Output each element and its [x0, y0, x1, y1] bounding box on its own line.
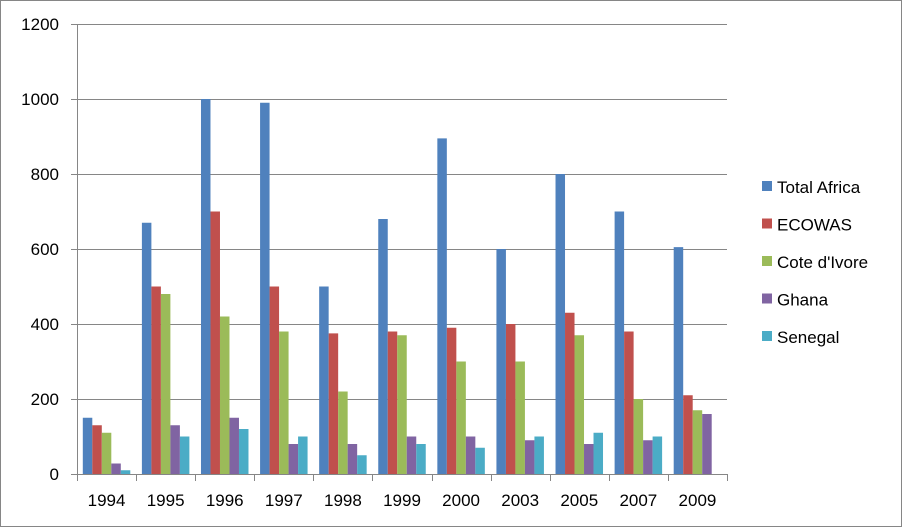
bar-total-africa-2003: [496, 249, 506, 474]
bar-cote-d-ivore-2003: [515, 361, 525, 474]
x-tick-label: 2005: [560, 491, 598, 510]
bar-ghana-2007: [643, 440, 653, 474]
bar-cote-d-ivore-1998: [338, 391, 348, 474]
x-tick-label: 2000: [442, 491, 480, 510]
legend-label: Total Africa: [777, 178, 861, 197]
bar-ghana-1999: [406, 436, 417, 474]
x-tick-label: 1999: [383, 491, 421, 510]
x-tick-label: 2003: [501, 491, 539, 510]
bar-total-africa-1994: [82, 417, 93, 474]
x-tick-label: 1994: [88, 491, 126, 510]
x-tick-label: 1997: [265, 491, 303, 510]
bar-senegal-2003: [534, 436, 544, 474]
bar-cote-d-ivore-2009: [692, 410, 703, 474]
bar-ghana-2003: [524, 440, 535, 474]
legend: Total Africa ECOWAS Cote d'Ivore Ghana Seneg…: [762, 178, 868, 347]
legend-item: Total Africa: [762, 178, 861, 197]
legend-swatch: [762, 331, 772, 341]
bar-senegal-2005: [593, 432, 604, 474]
bar-cote-d-ivore-2000: [456, 361, 466, 474]
bar-total-africa-2007: [614, 211, 625, 474]
x-tick-label: 2007: [619, 491, 657, 510]
legend-item: ECOWAS: [762, 216, 852, 235]
axes: [71, 24, 728, 481]
bar-total-africa-2005: [555, 174, 566, 474]
y-tick-label: 800: [31, 165, 59, 184]
bar-ghana-1995: [170, 425, 180, 474]
bar-senegal-1997: [298, 436, 308, 474]
bar-total-africa-2009: [673, 247, 684, 475]
legend-swatch: [762, 181, 772, 191]
bar-senegal-1996: [238, 429, 249, 474]
legend-label: Ghana: [777, 291, 829, 310]
bars: [82, 99, 712, 475]
bar-ecowas-2009: [683, 395, 693, 474]
x-tick-label: 1996: [206, 491, 244, 510]
bar-ecowas-2005: [565, 312, 575, 474]
bar-total-africa-1998: [319, 286, 329, 474]
legend-item: Ghana: [762, 291, 829, 310]
y-tick-label: 1200: [21, 15, 59, 34]
bar-senegal-1999: [416, 444, 426, 474]
y-axis-ticks: 0 200 400 600 800 1000 1200: [21, 15, 59, 484]
bar-ghana-1994: [111, 463, 121, 474]
legend-swatch: [762, 256, 772, 266]
bar-ghana-1996: [229, 417, 239, 474]
y-tick-label: 600: [31, 240, 59, 259]
bar-ghana-2009: [702, 414, 712, 474]
bar-total-africa-1995: [141, 222, 152, 474]
bar-ghana-1998: [347, 444, 358, 474]
bar-ghana-2000: [465, 436, 476, 474]
legend-label: Cote d'Ivore: [777, 253, 868, 272]
bar-ecowas-1994: [92, 425, 102, 474]
bar-ecowas-1997: [269, 286, 280, 474]
bar-ecowas-1998: [328, 333, 339, 475]
bar-cote-d-ivore-1995: [160, 294, 171, 474]
bar-senegal-1998: [357, 455, 367, 474]
bar-senegal-2007: [652, 436, 663, 474]
bar-cote-d-ivore-2005: [574, 335, 585, 474]
legend-label: ECOWAS: [777, 216, 852, 235]
x-axis-ticks: 1994 1995 1996 1997 1998 1999 2000 2003 2005 2007…: [88, 491, 717, 510]
bar-ecowas-2000: [446, 327, 457, 474]
legend-item: Senegal: [762, 328, 839, 347]
legend-swatch: [762, 293, 772, 304]
legend-label: Senegal: [777, 328, 839, 347]
bar-total-africa-2000: [437, 138, 447, 475]
bar-cote-d-ivore-2007: [633, 399, 644, 474]
bar-cote-d-ivore-1999: [397, 335, 407, 474]
y-tick-label: 1000: [21, 90, 59, 109]
bar-total-africa-1996: [200, 99, 211, 474]
bar-ecowas-2007: [624, 331, 634, 474]
bar-cote-d-ivore-1994: [101, 432, 112, 474]
bar-ecowas-1995: [151, 286, 161, 474]
bar-ghana-1997: [288, 444, 299, 474]
bar-total-africa-1999: [378, 219, 388, 474]
bar-cote-d-ivore-1996: [219, 316, 230, 474]
legend-swatch: [762, 218, 772, 229]
bar-ecowas-1999: [387, 331, 398, 474]
bar-total-africa-1997: [260, 102, 270, 474]
x-tick-label: 2009: [679, 491, 717, 510]
bar-ecowas-1996: [210, 211, 220, 474]
bar-senegal-2000: [475, 447, 485, 474]
bar-senegal-1995: [179, 436, 190, 474]
bar-senegal-1994: [120, 470, 131, 474]
bar-ghana-2005: [584, 444, 594, 474]
y-tick-label: 400: [31, 315, 59, 334]
x-tick-label: 1998: [324, 491, 362, 510]
x-tick-label: 1995: [147, 491, 185, 510]
bar-cote-d-ivore-1997: [279, 331, 289, 474]
y-tick-label: 0: [50, 465, 59, 484]
y-tick-label: 200: [31, 390, 59, 409]
legend-item: Cote d'Ivore: [762, 253, 868, 272]
bar-ecowas-2003: [505, 324, 516, 474]
